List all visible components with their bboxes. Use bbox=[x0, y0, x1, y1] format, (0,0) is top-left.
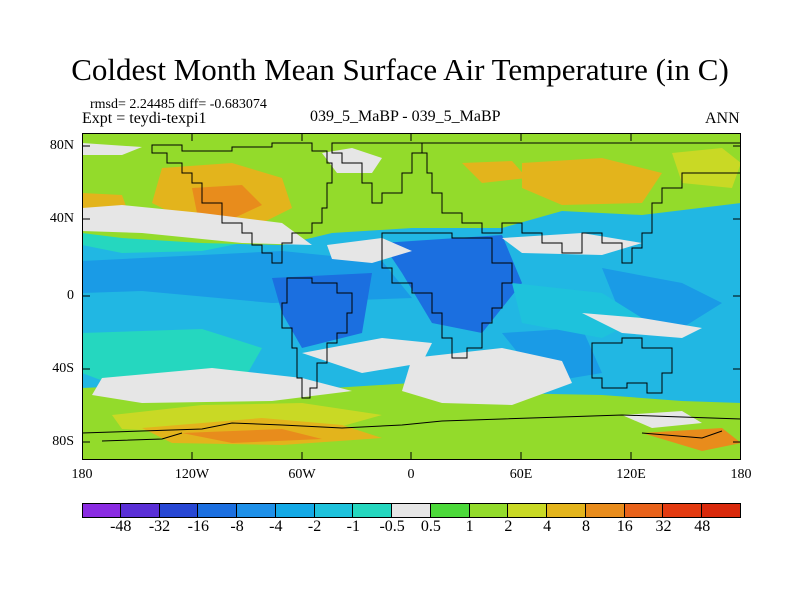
field-neutral-band bbox=[302, 338, 432, 373]
colorbar-label: -48 bbox=[110, 518, 132, 535]
field-neutral-band bbox=[82, 205, 312, 245]
colorbar-box bbox=[353, 503, 393, 518]
colorbar-box bbox=[198, 503, 238, 518]
field-neutral-band bbox=[582, 313, 702, 338]
field-neutral-band bbox=[322, 148, 382, 173]
field-blue-band bbox=[502, 328, 602, 383]
colorbar-label: -16 bbox=[187, 518, 209, 535]
colorbar-label: 48 bbox=[694, 518, 711, 535]
colorbar-box bbox=[314, 503, 354, 518]
x-tick-label: 0 bbox=[407, 467, 415, 482]
season-label: ANN bbox=[705, 110, 740, 127]
field-warm-patch bbox=[642, 428, 741, 451]
colorbar-box bbox=[392, 503, 431, 518]
colorbar-label: 2 bbox=[504, 518, 513, 535]
colorbar-label: 0.5 bbox=[420, 518, 441, 535]
y-tick-label: 80S bbox=[52, 434, 74, 449]
coastline-antarctica bbox=[82, 414, 741, 442]
y-tick-label: 40S bbox=[52, 361, 74, 376]
experiment-label: Expt = teydi-texpi1 bbox=[82, 110, 207, 127]
colorbar-box bbox=[663, 503, 703, 518]
colorbar-label: -0.5 bbox=[379, 518, 405, 535]
x-tick-label: 180 bbox=[71, 467, 93, 482]
field-neutral-band bbox=[82, 143, 142, 155]
colorbar-label: -2 bbox=[307, 518, 322, 535]
map-panel bbox=[82, 133, 741, 460]
colorbar-box bbox=[275, 503, 315, 518]
colorbar-label: 16 bbox=[616, 518, 633, 535]
coastline-greenland bbox=[331, 142, 423, 204]
colorbar-label: -32 bbox=[148, 518, 171, 535]
x-tick-label: 60W bbox=[288, 467, 316, 482]
colorbar-box bbox=[159, 503, 199, 518]
temperature-map bbox=[82, 133, 741, 460]
x-tick-label: 120E bbox=[616, 467, 646, 482]
stats-label: rmsd= 2.24485 diff= -0.683074 bbox=[90, 97, 267, 112]
colorbar-label: 4 bbox=[543, 518, 552, 535]
y-tick-label: 80N bbox=[49, 138, 74, 153]
coastline-africa bbox=[381, 232, 513, 359]
y-tick-label: 40N bbox=[49, 211, 74, 226]
colorbar-label: 1 bbox=[465, 518, 474, 535]
field-warm-patch bbox=[462, 161, 527, 183]
coastline-australia bbox=[591, 337, 673, 394]
colorbar-box bbox=[120, 503, 160, 518]
colorbar-box bbox=[430, 503, 470, 518]
field-warm-patch bbox=[522, 158, 662, 205]
field-neutral-band bbox=[502, 233, 642, 255]
comparison-label: 039_5_MaBP - 039_5_MaBP bbox=[310, 108, 501, 125]
coastline-north-america bbox=[151, 142, 333, 264]
colorbar-box bbox=[702, 503, 741, 518]
colorbar-box bbox=[585, 503, 625, 518]
field-neutral-band bbox=[402, 348, 572, 405]
x-tick-label: 180 bbox=[730, 467, 752, 482]
colorbar-box bbox=[237, 503, 276, 518]
plot-title: Coldest Month Mean Surface Air Temperatu… bbox=[71, 52, 729, 87]
colorbar-label: 8 bbox=[581, 518, 590, 535]
coastline-south-america bbox=[281, 277, 353, 399]
field-warm-patch bbox=[192, 185, 262, 219]
field-neutral-band bbox=[327, 238, 412, 263]
colorbar-box bbox=[469, 503, 509, 518]
colorbar-box bbox=[547, 503, 586, 518]
colorbar bbox=[82, 503, 741, 518]
x-tick-label: 120W bbox=[174, 467, 210, 482]
colorbar-box bbox=[624, 503, 664, 518]
coastline-eurasia bbox=[421, 142, 741, 264]
colorbar-label: -4 bbox=[269, 518, 283, 535]
colorbar-box bbox=[508, 503, 548, 518]
colorbar-label: -8 bbox=[230, 518, 244, 535]
colorbar-label: 32 bbox=[655, 518, 672, 535]
field-blue-band bbox=[382, 235, 522, 333]
field-warm-patch bbox=[182, 429, 322, 443]
colorbar-label: -1 bbox=[346, 518, 360, 535]
field-warm-patch bbox=[672, 148, 741, 188]
colorbar-box bbox=[82, 503, 121, 518]
field-neutral-band bbox=[92, 368, 352, 403]
axis-ticks bbox=[82, 133, 741, 460]
x-tick-label: 60E bbox=[509, 467, 533, 482]
y-tick-label: 0 bbox=[67, 288, 74, 303]
